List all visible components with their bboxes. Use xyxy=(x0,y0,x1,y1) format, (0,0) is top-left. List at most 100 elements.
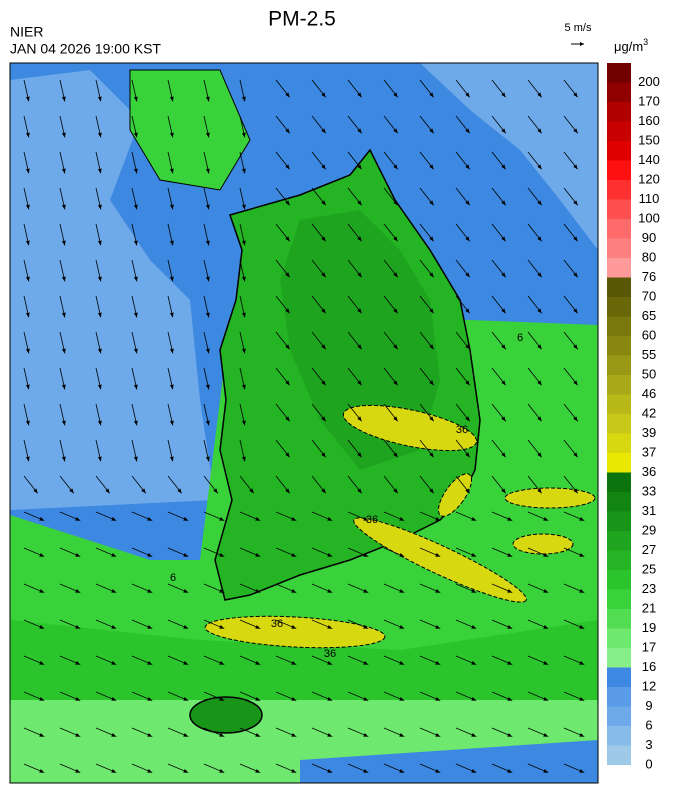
wind-arrowhead xyxy=(241,384,246,390)
wind-arrowhead xyxy=(393,344,398,350)
colorbar-label: 65 xyxy=(642,308,656,323)
wind-arrowhead xyxy=(105,488,110,494)
wind-arrowhead xyxy=(285,488,290,494)
wind-arrowhead xyxy=(435,732,441,737)
high-zone xyxy=(504,487,596,509)
colorbar-label: 27 xyxy=(642,542,656,557)
wind-arrowhead xyxy=(573,344,578,350)
wind-arrowhead xyxy=(435,660,441,665)
colorbar-swatch xyxy=(607,589,631,609)
wind-arrowhead xyxy=(429,308,434,314)
wind-arrowhead xyxy=(61,204,66,210)
wind-arrowhead xyxy=(205,240,210,246)
wind-arrowhead xyxy=(133,132,138,138)
wind-arrowhead xyxy=(133,276,138,282)
wind-arrowhead xyxy=(363,624,369,629)
wind-arrowhead xyxy=(241,348,246,354)
wind-arrowhead xyxy=(291,696,297,701)
wind-arrowhead xyxy=(537,416,542,422)
wind-arrowhead xyxy=(435,768,441,773)
wind-arrowhead xyxy=(205,276,210,282)
wind-arrowhead xyxy=(507,696,513,701)
wind-scale: 5 m/s xyxy=(565,22,592,34)
wind-arrowhead xyxy=(471,732,477,737)
wind-arrowhead xyxy=(357,236,362,242)
colorbar-label: 50 xyxy=(642,366,656,381)
wind-arrowhead xyxy=(75,696,81,701)
wind-arrowhead xyxy=(61,96,66,102)
wind-arrowhead xyxy=(25,240,30,246)
colorbar-swatch xyxy=(607,570,631,590)
wind-arrowhead xyxy=(579,696,585,701)
wind-arrowhead xyxy=(255,660,261,665)
colorbar-swatch xyxy=(607,433,631,453)
colorbar-label: 46 xyxy=(642,386,656,401)
colorbar-label: 170 xyxy=(638,93,660,108)
wind-arrowhead xyxy=(219,588,225,593)
wind-arrowhead xyxy=(241,420,246,426)
wind-arrowhead xyxy=(543,624,549,629)
wind-arrowhead xyxy=(219,768,225,773)
wind-arrowhead xyxy=(573,200,578,206)
wind-arrowhead xyxy=(537,272,542,278)
wind-arrowhead xyxy=(97,348,102,354)
wind-arrowhead xyxy=(321,236,326,242)
wind-arrowhead xyxy=(321,308,326,314)
wind-arrowhead xyxy=(205,204,210,210)
colorbar-swatch xyxy=(607,609,631,629)
colorbar-label: 110 xyxy=(639,191,660,206)
colorbar-label: 12 xyxy=(642,678,656,693)
wind-arrowhead xyxy=(579,552,585,557)
wind-arrowhead xyxy=(25,204,30,210)
inland xyxy=(280,210,440,470)
wind-arrowhead xyxy=(61,240,66,246)
wind-arrowhead xyxy=(543,516,549,521)
wind-arrowhead xyxy=(285,200,290,206)
wind-arrowhead xyxy=(429,452,434,458)
wind-arrowhead xyxy=(573,416,578,422)
wind-arrowhead xyxy=(501,488,506,494)
wind-arrowhead xyxy=(219,516,225,521)
unit-text: μg/m xyxy=(614,39,643,54)
wind-arrowhead xyxy=(169,348,174,354)
wind-arrowhead xyxy=(363,768,369,773)
wind-arrowhead xyxy=(205,168,210,174)
wind-arrowhead xyxy=(465,272,470,278)
wind-arrowhead xyxy=(393,416,398,422)
wind-arrowhead xyxy=(393,200,398,206)
wind-arrowhead xyxy=(111,552,117,557)
wind-arrowhead xyxy=(183,660,189,665)
wind-arrowhead xyxy=(285,308,290,314)
wind-arrowhead xyxy=(291,732,297,737)
wind-arrowhead xyxy=(573,452,578,458)
agency: NIER xyxy=(10,24,43,40)
wind-arrowhead xyxy=(357,200,362,206)
wind-arrowhead xyxy=(429,416,434,422)
wind-arrowhead xyxy=(321,164,326,170)
wind-arrowhead xyxy=(357,488,362,494)
wind-arrowhead xyxy=(147,588,153,593)
colorbar-label: 120 xyxy=(638,171,660,186)
wind-arrowhead xyxy=(39,660,45,665)
high-zone xyxy=(353,517,527,603)
wind-arrowhead xyxy=(241,456,246,462)
wind-arrowhead xyxy=(97,132,102,138)
wind-arrowhead xyxy=(465,92,470,98)
wind-arrowhead xyxy=(25,312,30,318)
wind-arrowhead xyxy=(573,488,578,494)
wind-arrowhead xyxy=(183,624,189,629)
wind-arrowhead xyxy=(285,272,290,278)
wind-arrowhead xyxy=(501,344,506,350)
wind-arrowhead xyxy=(205,420,210,426)
wind-arrowhead xyxy=(291,516,297,521)
wind-arrowhead xyxy=(291,768,297,773)
wind-arrowhead xyxy=(357,272,362,278)
wind-arrowhead xyxy=(471,516,477,521)
wind-arrowhead xyxy=(133,420,138,426)
wind-arrowhead xyxy=(147,660,153,665)
wind-arrowhead xyxy=(393,128,398,134)
colorbar-label: 37 xyxy=(642,444,656,459)
wind-arrowhead xyxy=(357,344,362,350)
wind-arrowhead xyxy=(507,516,513,521)
wind-arrowhead xyxy=(573,128,578,134)
